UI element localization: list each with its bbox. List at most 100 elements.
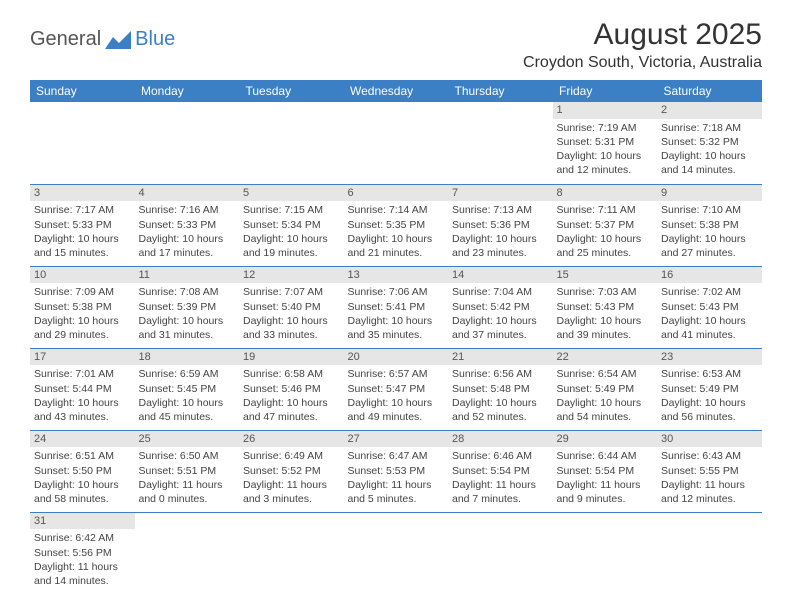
calendar-week-row: 31Sunrise: 6:42 AMSunset: 5:56 PMDayligh… (30, 512, 762, 594)
day-number: 20 (344, 349, 449, 366)
calendar-day-cell: 30Sunrise: 6:43 AMSunset: 5:55 PMDayligh… (657, 430, 762, 512)
day-body: Sunrise: 7:11 AMSunset: 5:37 PMDaylight:… (553, 201, 658, 264)
sunset-text: Sunset: 5:42 PM (452, 300, 549, 314)
calendar-day-cell: 18Sunrise: 6:59 AMSunset: 5:45 PMDayligh… (135, 348, 240, 430)
daylight-text: Daylight: 10 hours and 33 minutes. (243, 314, 340, 342)
daylight-text: Daylight: 10 hours and 15 minutes. (34, 232, 131, 260)
daylight-text: Daylight: 10 hours and 14 minutes. (661, 149, 758, 177)
day-body: Sunrise: 7:15 AMSunset: 5:34 PMDaylight:… (239, 201, 344, 264)
day-body: Sunrise: 6:51 AMSunset: 5:50 PMDaylight:… (30, 447, 135, 510)
day-body: Sunrise: 7:14 AMSunset: 5:35 PMDaylight:… (344, 201, 449, 264)
sunset-text: Sunset: 5:48 PM (452, 382, 549, 396)
sunrise-text: Sunrise: 7:08 AM (139, 285, 236, 299)
calendar-day-cell: 2Sunrise: 7:18 AMSunset: 5:32 PMDaylight… (657, 102, 762, 184)
day-body: Sunrise: 7:19 AMSunset: 5:31 PMDaylight:… (553, 119, 658, 182)
logo-text: General (30, 28, 101, 51)
day-number: 14 (448, 267, 553, 284)
daylight-text: Daylight: 11 hours and 3 minutes. (243, 478, 340, 506)
calendar-day-cell (657, 512, 762, 594)
page-title: August 2025 (523, 18, 762, 52)
sunset-text: Sunset: 5:54 PM (557, 464, 654, 478)
calendar-day-cell: 31Sunrise: 6:42 AMSunset: 5:56 PMDayligh… (30, 512, 135, 594)
sunrise-text: Sunrise: 7:06 AM (348, 285, 445, 299)
sunset-text: Sunset: 5:40 PM (243, 300, 340, 314)
day-body: Sunrise: 6:49 AMSunset: 5:52 PMDaylight:… (239, 447, 344, 510)
sunset-text: Sunset: 5:38 PM (661, 218, 758, 232)
day-body: Sunrise: 6:54 AMSunset: 5:49 PMDaylight:… (553, 365, 658, 428)
daylight-text: Daylight: 10 hours and 54 minutes. (557, 396, 654, 424)
day-body: Sunrise: 7:07 AMSunset: 5:40 PMDaylight:… (239, 283, 344, 346)
calendar-day-cell: 11Sunrise: 7:08 AMSunset: 5:39 PMDayligh… (135, 266, 240, 348)
logo-general: General (30, 28, 101, 50)
calendar-day-cell (239, 512, 344, 594)
calendar-table: Sunday Monday Tuesday Wednesday Thursday… (30, 80, 762, 594)
sunset-text: Sunset: 5:45 PM (139, 382, 236, 396)
day-number: 30 (657, 431, 762, 448)
sunset-text: Sunset: 5:46 PM (243, 382, 340, 396)
day-number: 25 (135, 431, 240, 448)
weekday-header: Saturday (657, 80, 762, 102)
calendar-day-cell: 6Sunrise: 7:14 AMSunset: 5:35 PMDaylight… (344, 184, 449, 266)
daylight-text: Daylight: 10 hours and 58 minutes. (34, 478, 131, 506)
calendar-body: 1Sunrise: 7:19 AMSunset: 5:31 PMDaylight… (30, 102, 762, 594)
sunset-text: Sunset: 5:56 PM (34, 546, 131, 560)
sunrise-text: Sunrise: 6:49 AM (243, 449, 340, 463)
day-number: 17 (30, 349, 135, 366)
day-body: Sunrise: 7:16 AMSunset: 5:33 PMDaylight:… (135, 201, 240, 264)
logo: General Blue (30, 18, 175, 51)
day-body: Sunrise: 7:02 AMSunset: 5:43 PMDaylight:… (657, 283, 762, 346)
calendar-day-cell: 8Sunrise: 7:11 AMSunset: 5:37 PMDaylight… (553, 184, 658, 266)
logo-text-blue: Blue (135, 28, 175, 51)
sunrise-text: Sunrise: 7:09 AM (34, 285, 131, 299)
sunrise-text: Sunrise: 6:43 AM (661, 449, 758, 463)
calendar-day-cell: 25Sunrise: 6:50 AMSunset: 5:51 PMDayligh… (135, 430, 240, 512)
day-body: Sunrise: 7:08 AMSunset: 5:39 PMDaylight:… (135, 283, 240, 346)
calendar-day-cell: 19Sunrise: 6:58 AMSunset: 5:46 PMDayligh… (239, 348, 344, 430)
day-number: 19 (239, 349, 344, 366)
page: General Blue August 2025 Croydon South, … (0, 0, 792, 604)
calendar-week-row: 3Sunrise: 7:17 AMSunset: 5:33 PMDaylight… (30, 184, 762, 266)
calendar-day-cell: 1Sunrise: 7:19 AMSunset: 5:31 PMDaylight… (553, 102, 658, 184)
daylight-text: Daylight: 10 hours and 35 minutes. (348, 314, 445, 342)
sunrise-text: Sunrise: 6:44 AM (557, 449, 654, 463)
sunrise-text: Sunrise: 7:07 AM (243, 285, 340, 299)
sunset-text: Sunset: 5:41 PM (348, 300, 445, 314)
daylight-text: Daylight: 10 hours and 31 minutes. (139, 314, 236, 342)
calendar-week-row: 1Sunrise: 7:19 AMSunset: 5:31 PMDaylight… (30, 102, 762, 184)
calendar-day-cell: 20Sunrise: 6:57 AMSunset: 5:47 PMDayligh… (344, 348, 449, 430)
daylight-text: Daylight: 11 hours and 5 minutes. (348, 478, 445, 506)
daylight-text: Daylight: 11 hours and 7 minutes. (452, 478, 549, 506)
calendar-day-cell: 10Sunrise: 7:09 AMSunset: 5:38 PMDayligh… (30, 266, 135, 348)
sunset-text: Sunset: 5:44 PM (34, 382, 131, 396)
day-number: 9 (657, 185, 762, 202)
sunrise-text: Sunrise: 7:10 AM (661, 203, 758, 217)
day-number: 3 (30, 185, 135, 202)
day-body: Sunrise: 7:01 AMSunset: 5:44 PMDaylight:… (30, 365, 135, 428)
day-number: 8 (553, 185, 658, 202)
daylight-text: Daylight: 10 hours and 19 minutes. (243, 232, 340, 260)
sunrise-text: Sunrise: 7:02 AM (661, 285, 758, 299)
daylight-text: Daylight: 11 hours and 0 minutes. (139, 478, 236, 506)
daylight-text: Daylight: 10 hours and 12 minutes. (557, 149, 654, 177)
sunrise-text: Sunrise: 6:51 AM (34, 449, 131, 463)
day-number: 29 (553, 431, 658, 448)
sunset-text: Sunset: 5:31 PM (557, 135, 654, 149)
daylight-text: Daylight: 10 hours and 39 minutes. (557, 314, 654, 342)
day-number: 31 (30, 513, 135, 530)
day-number: 11 (135, 267, 240, 284)
sunrise-text: Sunrise: 6:46 AM (452, 449, 549, 463)
calendar-day-cell: 9Sunrise: 7:10 AMSunset: 5:38 PMDaylight… (657, 184, 762, 266)
daylight-text: Daylight: 10 hours and 25 minutes. (557, 232, 654, 260)
location: Croydon South, Victoria, Australia (523, 54, 762, 72)
day-body: Sunrise: 6:57 AMSunset: 5:47 PMDaylight:… (344, 365, 449, 428)
daylight-text: Daylight: 10 hours and 56 minutes. (661, 396, 758, 424)
sunrise-text: Sunrise: 7:16 AM (139, 203, 236, 217)
sunrise-text: Sunrise: 7:17 AM (34, 203, 131, 217)
weekday-header-row: Sunday Monday Tuesday Wednesday Thursday… (30, 80, 762, 102)
day-number: 23 (657, 349, 762, 366)
sunset-text: Sunset: 5:37 PM (557, 218, 654, 232)
daylight-text: Daylight: 10 hours and 49 minutes. (348, 396, 445, 424)
day-number: 5 (239, 185, 344, 202)
calendar-day-cell: 16Sunrise: 7:02 AMSunset: 5:43 PMDayligh… (657, 266, 762, 348)
day-number: 26 (239, 431, 344, 448)
